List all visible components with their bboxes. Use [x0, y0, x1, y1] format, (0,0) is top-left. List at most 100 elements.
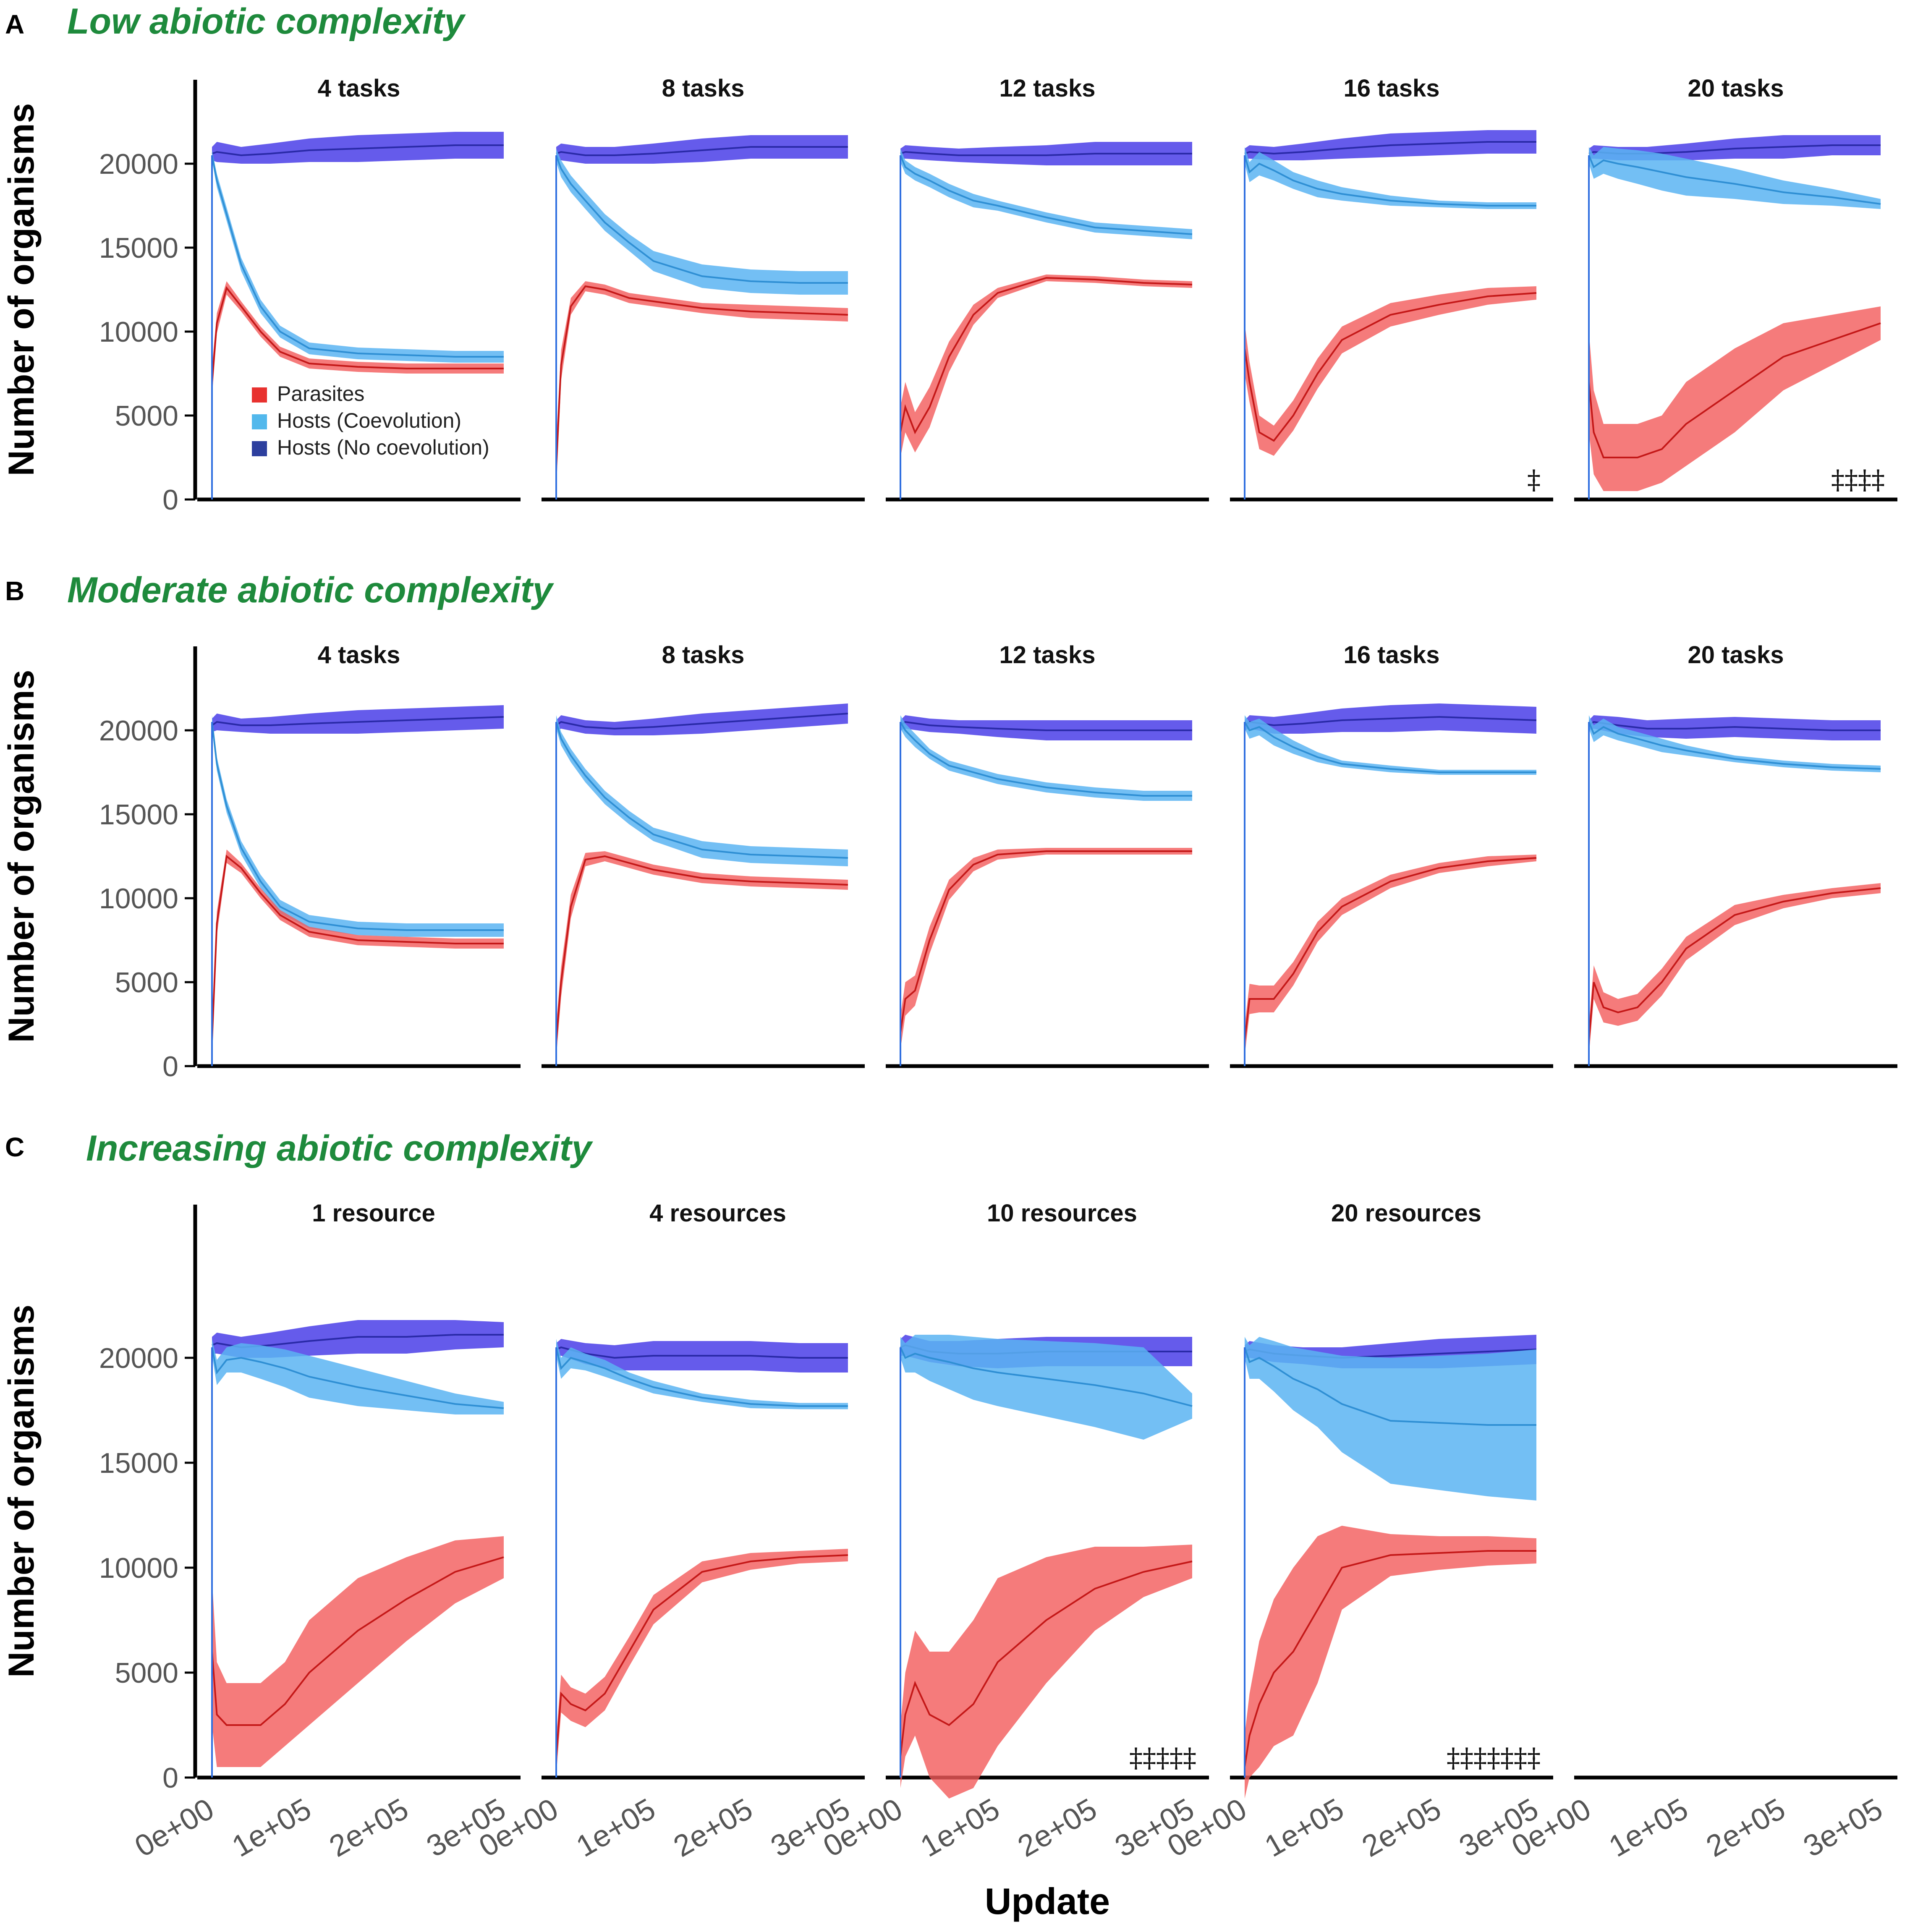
- series-band-parasites: [1589, 883, 1881, 1056]
- series-band-parasites: [212, 1536, 504, 1767]
- series-line-parasites: [1244, 857, 1537, 1041]
- facet-title: 20 tasks: [1688, 75, 1784, 102]
- facet-title: 1 resource: [312, 1200, 435, 1227]
- series-band-parasites: [1245, 855, 1536, 1056]
- x-tick-label: 3e+05: [1798, 1792, 1888, 1864]
- facet: 4 tasks: [211, 641, 504, 1066]
- facet: 20 resources ‡‡‡‡‡‡‡: [1244, 1200, 1541, 1799]
- y-axis-label: Number of organisms: [1, 103, 42, 476]
- facet-title: 16 tasks: [1344, 641, 1440, 669]
- series-band-hosts-coevolution-: [212, 1339, 504, 1414]
- panel-C: C Increasing abiotic complexity 0 5000 10000…: [1, 1128, 1897, 1799]
- series-line-hosts-coevolution-: [1244, 721, 1536, 773]
- series-line-hosts-no-coevolution-: [556, 146, 848, 156]
- series-band-hosts-coevolution-: [1245, 1337, 1536, 1501]
- facet-title: 12 tasks: [999, 641, 1096, 669]
- panel-B: B Moderate abiotic complexity 0 5000 10000 15…: [1, 570, 1897, 1082]
- y-tick-label: 10000: [99, 883, 178, 915]
- series-line-parasites: [555, 855, 848, 1041]
- panel-letter: B: [5, 576, 24, 606]
- x-tick-label: 1e+05: [227, 1792, 317, 1864]
- series-band-hosts-coevolution-: [1245, 147, 1536, 209]
- series-line-hosts-coevolution-: [211, 1347, 504, 1409]
- facet-title: 10 resources: [987, 1200, 1137, 1227]
- legend-label: Hosts (No coevolution): [277, 436, 489, 459]
- significance-marker: ‡: [1527, 465, 1541, 496]
- facet: 20 tasks: [1588, 641, 1881, 1066]
- series-line-hosts-no-coevolution-: [212, 1334, 504, 1349]
- facet-title: 12 tasks: [999, 75, 1096, 102]
- legend-label: Parasites: [277, 382, 364, 405]
- facet: 8 tasks: [555, 641, 848, 1066]
- panel-letter: C: [5, 1132, 24, 1162]
- y-tick-label: 15000: [99, 232, 178, 264]
- series-line-hosts-coevolution-: [211, 155, 504, 358]
- y-tick-label: 5000: [115, 400, 178, 432]
- legend-swatch: [252, 441, 267, 456]
- panel-letter: A: [5, 9, 24, 39]
- x-tick-label: 1e+05: [1604, 1792, 1694, 1864]
- series-band-parasites: [900, 275, 1192, 458]
- facet: 12 tasks: [900, 75, 1193, 499]
- significance-marker: ‡‡‡‡‡‡‡: [1447, 1743, 1541, 1774]
- facet: 4 resources: [555, 1200, 848, 1778]
- x-axis-label: Update: [985, 1880, 1110, 1922]
- series-band-hosts-no-coevolution-: [900, 715, 1192, 740]
- legend-swatch: [252, 387, 267, 403]
- series-line-hosts-coevolution-: [211, 722, 504, 931]
- series-band-hosts-coevolution-: [1245, 715, 1536, 775]
- panel-A: A Low abiotic complexity 0 5000 10000 15000 20…: [1, 1, 1897, 516]
- facet-title: 8 tasks: [662, 75, 745, 102]
- facet: 10 resources ‡‡‡‡‡: [900, 1200, 1196, 1799]
- facet: 8 tasks: [555, 75, 848, 499]
- series-band-parasites: [1245, 286, 1536, 456]
- y-axis-label: Number of organisms: [1, 1305, 42, 1678]
- x-tick-label: 1e+05: [915, 1792, 1005, 1864]
- series-band-parasites: [212, 850, 504, 1054]
- series-line-parasites: [1244, 292, 1537, 442]
- x-tick-label: 1e+05: [1259, 1792, 1350, 1864]
- x-tick-label: 2e+05: [1012, 1792, 1102, 1864]
- x-tick-label: 0e+00: [129, 1792, 220, 1864]
- facet-title: 20 resources: [1331, 1200, 1481, 1227]
- x-tick-label: 2e+05: [324, 1792, 414, 1864]
- y-tick-label: 0: [162, 1051, 178, 1082]
- legend: Parasites Hosts (Coevolution) Hosts (No co…: [252, 382, 489, 459]
- significance-marker: ‡‡‡‡‡: [1129, 1743, 1196, 1774]
- series-line-hosts-coevolution-: [555, 722, 848, 859]
- series-line-hosts-coevolution-: [1588, 722, 1881, 770]
- series-line-parasites: [900, 850, 1192, 1033]
- series-band-hosts-no-coevolution-: [900, 142, 1192, 165]
- series-band-hosts-coevolution-: [556, 149, 848, 295]
- series-line-parasites: [211, 286, 504, 382]
- series-band-parasites: [1245, 1526, 1536, 1799]
- series-band-hosts-coevolution-: [1589, 715, 1881, 772]
- y-axis-label: Number of organisms: [1, 670, 42, 1043]
- series-line-hosts-no-coevolution-: [900, 151, 1192, 156]
- panel-title: Increasing abiotic complexity: [86, 1128, 594, 1169]
- series-line-hosts-coevolution-: [555, 1347, 848, 1407]
- series-band-hosts-no-coevolution-: [212, 705, 504, 734]
- series-line-hosts-coevolution-: [1244, 155, 1536, 207]
- series-line-parasites: [900, 277, 1193, 434]
- significance-marker: ‡‡‡‡: [1831, 465, 1885, 496]
- facet: 16 tasks ‡: [1244, 75, 1541, 499]
- facet-title: 20 tasks: [1688, 641, 1784, 669]
- series-line-parasites: [211, 1556, 504, 1726]
- series-line-hosts-no-coevolution-: [211, 716, 504, 726]
- series-line-parasites: [1244, 1550, 1536, 1767]
- series-band-hosts-coevolution-: [212, 715, 504, 937]
- y-tick-label: 5000: [115, 967, 178, 999]
- series-band-hosts-coevolution-: [900, 715, 1192, 801]
- y-tick-label: 0: [162, 1762, 178, 1794]
- series-band-hosts-coevolution-: [556, 715, 848, 866]
- y-tick-label: 10000: [99, 316, 178, 348]
- series-band-hosts-no-coevolution-: [556, 703, 848, 735]
- facet-title: 4 tasks: [318, 641, 400, 669]
- series-line-hosts-coevolution-: [900, 1347, 1193, 1407]
- series-line-hosts-no-coevolution-: [555, 713, 848, 730]
- legend-swatch: [252, 414, 267, 429]
- facet-title: 4 resources: [649, 1200, 786, 1227]
- x-tick-label: 2e+05: [1701, 1792, 1791, 1864]
